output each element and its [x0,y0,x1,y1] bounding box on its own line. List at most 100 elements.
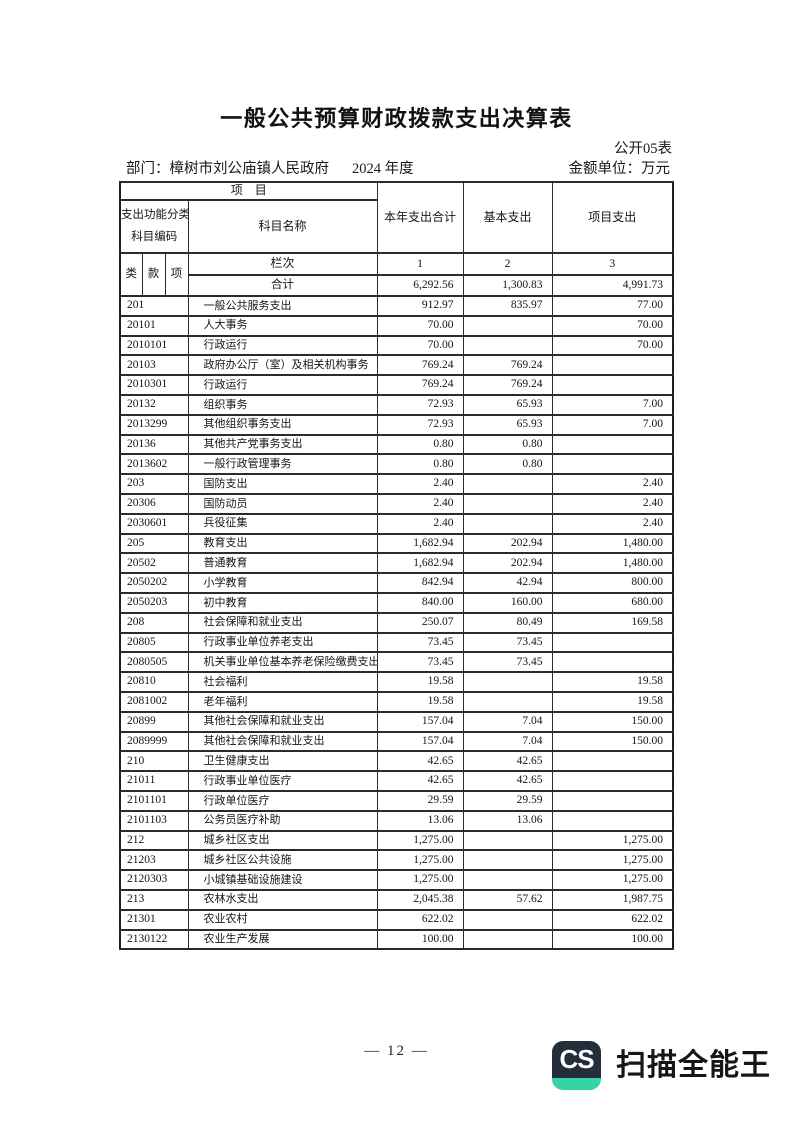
table-row: 20306 国防动员 2.40 2.40 [119,492,674,515]
row-basic-value: 80.49 [462,611,553,634]
row-code: 2080505 [119,651,189,674]
row-code: 2013602 [119,453,189,476]
fiscal-year-label: 2024 年度 [352,161,414,177]
table-row: 213 农林水支出 2,045.38 57.62 1,987.75 [119,888,674,911]
row-basic-value [462,928,553,951]
row-code: 20306 [119,492,189,515]
table-row: 21203 城乡社区公共设施 1,275.00 1,275.00 [119,849,674,872]
table-row: 2101103 公务员医疗补助 13.06 13.06 [119,809,674,832]
row-code: 2030601 [119,512,189,535]
row-project-value: 1,480.00 [551,532,674,555]
row-code: 2010101 [119,334,189,357]
table-row: 2010101 行政运行 70.00 70.00 [119,334,674,357]
table-row: 20103 政府办公厅（室）及相关机构事务 769.24 769.24 [119,354,674,377]
row-name: 行政事业单位养老支出 [187,631,378,654]
row-total-value: 1,275.00 [376,849,464,872]
header-code-label: 支出功能分类 科目编码 [119,199,189,254]
row-name: 其他社会保障和就业支出 [187,730,378,753]
row-name: 其他组织事务支出 [187,413,378,436]
row-project-value [551,770,674,792]
row-code: 2130122 [119,928,189,951]
row-code: 2081002 [119,690,189,713]
header-code-label-line2: 科目编码 [131,230,178,243]
row-basic-value [462,869,553,891]
row-name: 一般行政管理事务 [187,453,378,476]
row-name: 普通教育 [187,552,378,575]
row-name: 国防支出 [187,473,378,495]
table-row: 2080505 机关事业单位基本养老保险缴费支出 73.45 73.45 [119,651,674,674]
row-project-value: 77.00 [551,295,674,317]
row-name: 社会保障和就业支出 [187,611,378,634]
table-row: 201 一般公共服务支出 912.97 835.97 77.00 [119,295,674,317]
row-name: 小学教育 [187,572,378,594]
row-total-value: 250.07 [376,611,464,634]
row-total-value: 1,275.00 [376,869,464,891]
row-basic-value: 7.04 [462,710,553,733]
row-name: 其他共产党事务支出 [187,433,378,456]
row-name: 人大事务 [187,314,378,337]
table-row: 20899 其他社会保障和就业支出 157.04 7.04 150.00 [119,710,674,733]
unit-label: 金额单位：万元 [568,161,671,177]
row-total-value: 72.93 [376,413,464,436]
row-code: 21203 [119,849,189,872]
row-total-value: 19.58 [376,671,464,693]
department-label: 部门：樟树市刘公庙镇人民政府 [126,161,329,177]
row-project-value [551,789,674,812]
row-name: 机关事业单位基本养老保险缴费支出 [187,651,378,674]
row-code: 201 [119,295,189,317]
header-rank-2: 2 [462,252,553,276]
meta-row: 部门：樟树市刘公庙镇人民政府 2024 年度 金额单位：万元 [119,157,672,177]
row-project-value [551,631,674,654]
header-sub-lei: 类 [119,252,143,297]
row-basic-value: 202.94 [462,552,553,575]
header-sub-kuan: 款 [141,252,166,297]
row-project-value [551,453,674,476]
row-project-value: 150.00 [551,710,674,733]
row-code: 21301 [119,908,189,931]
row-project-value: 7.00 [551,393,674,416]
row-project-value: 70.00 [551,314,674,337]
row-project-value [551,354,674,377]
row-basic-value [462,492,553,515]
table-row: 20502 普通教育 1,682.94 202.94 1,480.00 [119,552,674,575]
row-code: 20805 [119,631,189,654]
row-basic-value [462,473,553,495]
page-title: 一般公共预算财政拨款支出决算表 [220,106,573,131]
row-total-value: 29.59 [376,789,464,812]
row-total-value: 1,275.00 [376,829,464,852]
row-code: 20502 [119,552,189,575]
row-name: 农业生产发展 [187,928,378,951]
table-row: 210 卫生健康支出 42.65 42.65 [119,750,674,773]
row-basic-value: 73.45 [462,631,553,654]
row-basic-value [462,334,553,357]
row-basic-value: 0.80 [462,433,553,456]
row-project-value: 2.40 [551,473,674,495]
row-total-value: 2,045.38 [376,888,464,911]
row-basic-value: 42.65 [462,750,553,773]
table-body: 201 一般公共服务支出 912.97 835.97 77.00 20101 人… [119,295,674,951]
header-col-project: 项目支出 [551,181,674,254]
row-code: 213 [119,888,189,911]
row-total-value: 70.00 [376,334,464,357]
row-basic-value: 65.93 [462,393,553,416]
row-name: 组织事务 [187,393,378,416]
row-basic-value: 65.93 [462,413,553,436]
row-basic-value: 7.04 [462,730,553,753]
row-basic-value: 29.59 [462,789,553,812]
row-project-value: 2.40 [551,492,674,515]
row-project-value: 1,275.00 [551,869,674,891]
row-code: 2050202 [119,572,189,594]
table-row: 2081002 老年福利 19.58 19.58 [119,690,674,713]
row-total-value: 157.04 [376,710,464,733]
row-name: 行政单位医疗 [187,789,378,812]
row-code: 20101 [119,314,189,337]
row-basic-value: 42.65 [462,770,553,792]
total-row-basic: 1,300.83 [462,274,553,297]
row-project-value [551,750,674,773]
row-code: 2101103 [119,809,189,832]
table-row: 2050203 初中教育 840.00 160.00 680.00 [119,591,674,614]
row-name: 其他社会保障和就业支出 [187,710,378,733]
header-item: 项 目 [119,181,378,201]
camscanner-icon-cs-text: CS [559,1044,594,1074]
table-row: 2013299 其他组织事务支出 72.93 65.93 7.00 [119,413,674,436]
